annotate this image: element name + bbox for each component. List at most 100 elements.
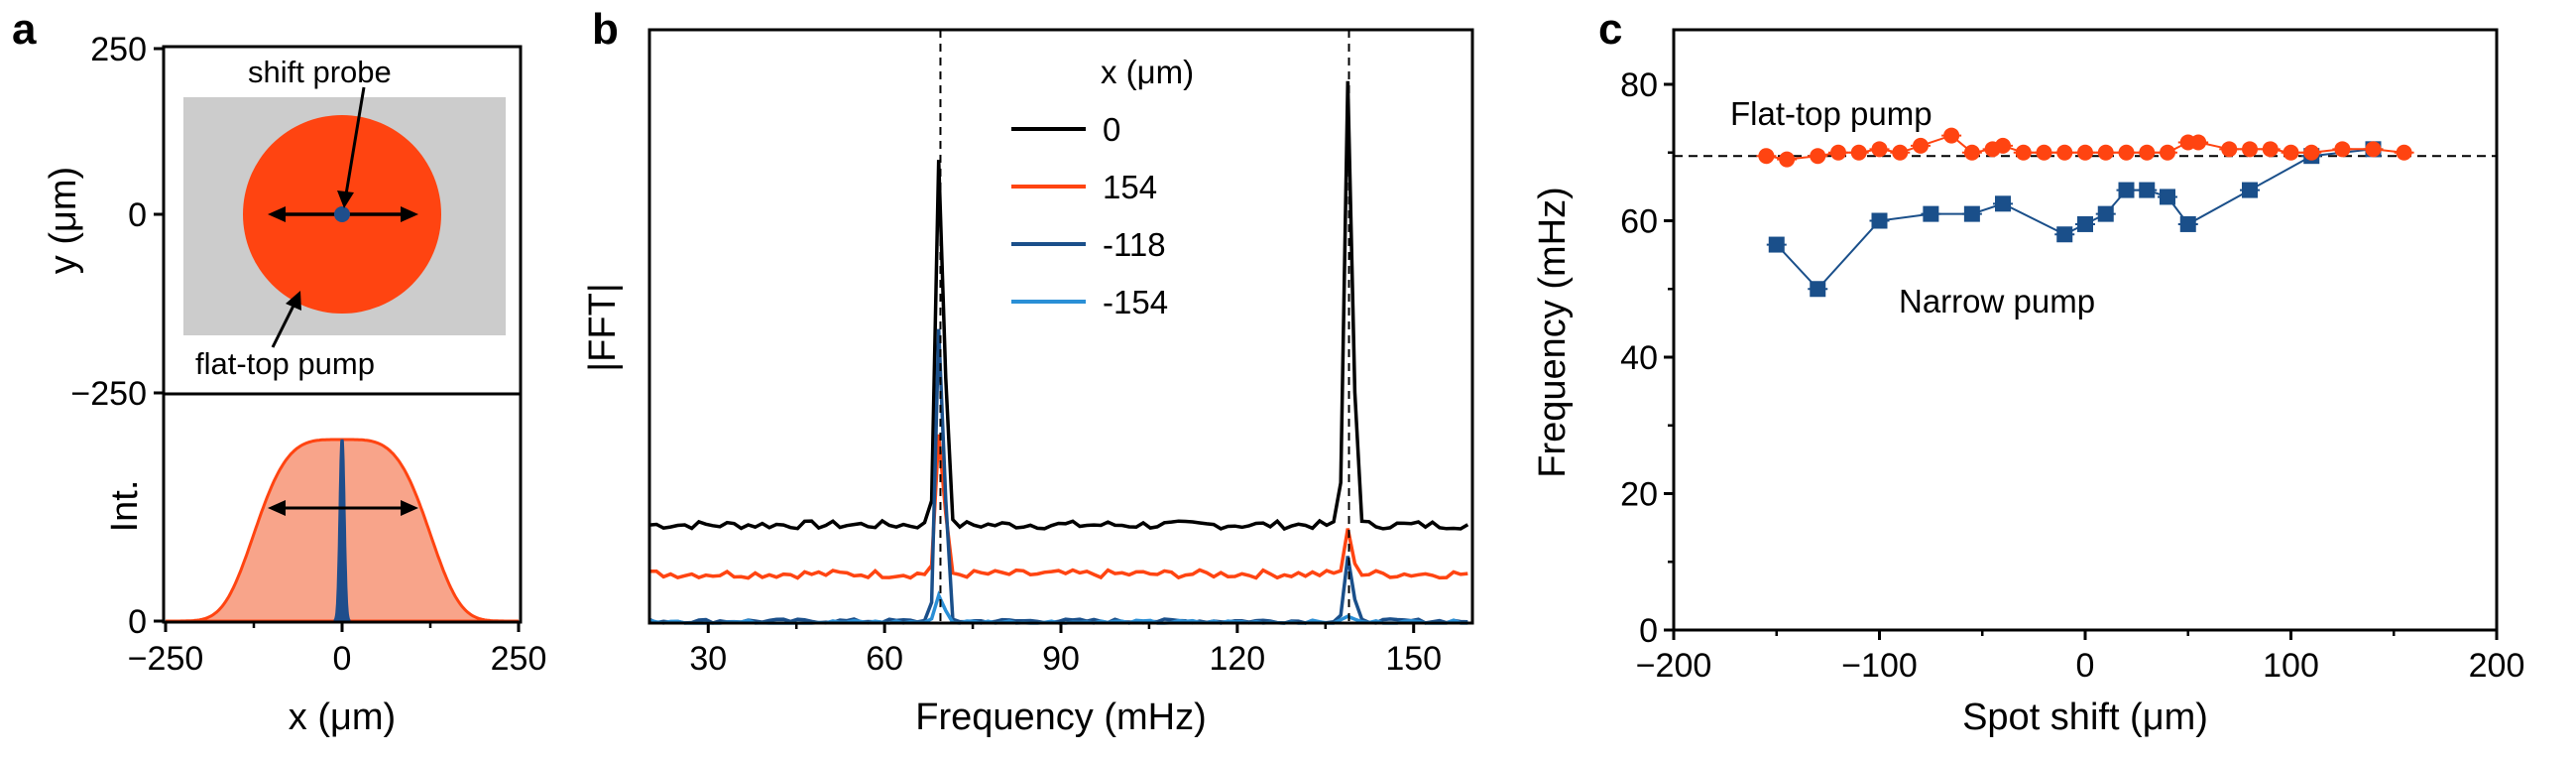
narrow-pump-point — [1963, 205, 1980, 222]
legend-title: x (μm) — [1101, 54, 1194, 90]
panel-b-fft-chart: 30 60 90 120 150 Frequency (mHz) |FFT| x (μm… — [582, 28, 1474, 738]
panel-c-xtick: 0 — [2076, 647, 2095, 685]
narrow-pump-point — [2160, 189, 2175, 205]
narrow-pump-point — [1923, 205, 1939, 222]
flat-top-point — [2015, 144, 2032, 161]
panel-a-ytick-int-0: 0 — [128, 603, 147, 641]
panel-a-xlabel: x (μm) — [289, 697, 396, 738]
legend-label-0: 0 — [1103, 111, 1120, 148]
fft-line-154 — [648, 434, 1468, 580]
fwhm-arrowhead-left — [268, 500, 286, 516]
panel-c-ytick: 80 — [1620, 66, 1658, 104]
narrow-pump-point — [2179, 215, 2196, 232]
flat-top-pump-pointer-head — [286, 291, 301, 311]
panel-a-ytick-250: 250 — [90, 31, 147, 68]
legend-label--118: -118 — [1103, 226, 1166, 263]
flat-top-point — [2262, 141, 2279, 158]
flat-top-point — [2097, 144, 2114, 161]
flat-top-point — [2190, 134, 2207, 151]
narrow-pump-annotation: Narrow pump — [1899, 283, 2095, 319]
flat-top-pump-pointer — [271, 303, 296, 348]
flat-top-point — [2283, 144, 2299, 161]
flat-top-point — [2365, 141, 2382, 158]
panel-b-xlabel: Frequency (mHz) — [915, 697, 1207, 738]
panel-c-xtick: 100 — [2263, 647, 2319, 685]
flat-top-point — [2334, 141, 2351, 158]
flat-top-pump-label: flat-top pump — [195, 346, 375, 381]
fwhm-arrowhead-right — [401, 500, 418, 516]
panel-a-xtick-250: 250 — [491, 640, 547, 678]
panel-a-ylabel: y (μm) — [43, 167, 84, 274]
narrow-pump-point — [2139, 182, 2156, 198]
panel-label-b: b — [592, 5, 619, 54]
panel-b-xtick: 30 — [689, 640, 727, 678]
flat-top-point — [2056, 144, 2073, 161]
flat-top-point — [2139, 144, 2156, 161]
narrow-pump-point — [2056, 226, 2073, 243]
narrow-pump-point — [1871, 212, 1888, 229]
shift-probe-label: shift probe — [248, 55, 392, 89]
shift-probe-pointer — [344, 86, 366, 195]
fft-series-group — [648, 80, 1469, 625]
flat-top-point — [2221, 141, 2238, 158]
panel-c-ytick: 20 — [1620, 476, 1658, 514]
panel-b-ylabel: |FFT| — [582, 283, 624, 371]
flat-top-point — [1963, 144, 1980, 161]
flat-top-point — [1850, 144, 1867, 161]
legend-label-154: 154 — [1103, 169, 1157, 205]
flat-top-point — [2303, 144, 2320, 161]
panel-b-xtick: 60 — [866, 640, 903, 678]
fft-line--118 — [648, 328, 1468, 625]
panel-a-intensity-profile: −250 0 250 0 x (μm) Int. — [104, 392, 547, 738]
arrowhead-right — [401, 206, 418, 222]
panel-c-ytick: 0 — [1639, 612, 1658, 650]
flat-top-point — [1892, 144, 1909, 161]
probe-intensity-profile — [333, 439, 351, 623]
flat-top-point — [1779, 151, 1796, 168]
narrow-pump-point — [1768, 236, 1785, 253]
flat-top-point — [1943, 127, 1960, 144]
narrow-pump-point — [2118, 182, 2135, 198]
flat-top-point — [2242, 141, 2258, 158]
panel-a-xtick-0: 0 — [333, 640, 352, 678]
narrow-pump-point — [2097, 205, 2114, 222]
panel-c-scatter-chart: −200 −100 0 100 200 0 20 40 60 80 Flat-top pump N… — [1532, 28, 2525, 738]
narrow-pump-point — [2242, 182, 2258, 198]
flat-top-point — [1758, 148, 1775, 165]
panel-a-xtick-neg250: −250 — [128, 640, 204, 678]
narrow-pump-point — [2077, 215, 2093, 232]
panel-b-xtick: 150 — [1385, 640, 1442, 678]
panel-c-xtick: −200 — [1636, 647, 1712, 685]
panel-c-xtick: −100 — [1841, 647, 1918, 685]
panel-c-xtick: 200 — [2469, 647, 2525, 685]
panel-label-c: c — [1598, 5, 1622, 54]
flat-top-point — [1995, 137, 2011, 154]
flat-top-point — [1810, 148, 1826, 165]
panel-a-int-label: Int. — [104, 480, 146, 533]
flat-top-point — [1871, 141, 1888, 158]
series-line-narrow — [1776, 148, 2374, 291]
flat-top-point — [2118, 144, 2135, 161]
legend-label--154: -154 — [1103, 284, 1168, 320]
panel-b-xticks: 30 60 90 120 150 — [689, 623, 1442, 678]
flat-top-point — [1830, 144, 1846, 161]
flat-top-point — [2077, 144, 2093, 161]
fft-line-0 — [648, 80, 1469, 532]
flat-top-point — [2036, 144, 2052, 161]
arrowhead-left — [268, 206, 286, 222]
flat-top-point — [2160, 144, 2175, 161]
panel-b-xtick: 120 — [1209, 640, 1265, 678]
panel-c-ytick: 60 — [1620, 203, 1658, 241]
flat-top-point — [1913, 137, 1929, 154]
narrow-pump-point — [1995, 195, 2011, 212]
panel-label-a: a — [12, 5, 37, 54]
narrow-pump-point — [1810, 281, 1826, 298]
probe-spot — [334, 206, 350, 222]
shift-probe-pointer-head — [337, 190, 354, 208]
panel-a-ytick-neg250: −250 — [70, 375, 147, 413]
panel-c-ytick: 40 — [1620, 339, 1658, 377]
flat-top-pump-annotation: Flat-top pump — [1730, 95, 1932, 132]
panel-c-ylabel: Frequency (mHz) — [1532, 187, 1574, 478]
panel-b-legend: x (μm) 0 154 -118 -154 — [1011, 54, 1194, 320]
